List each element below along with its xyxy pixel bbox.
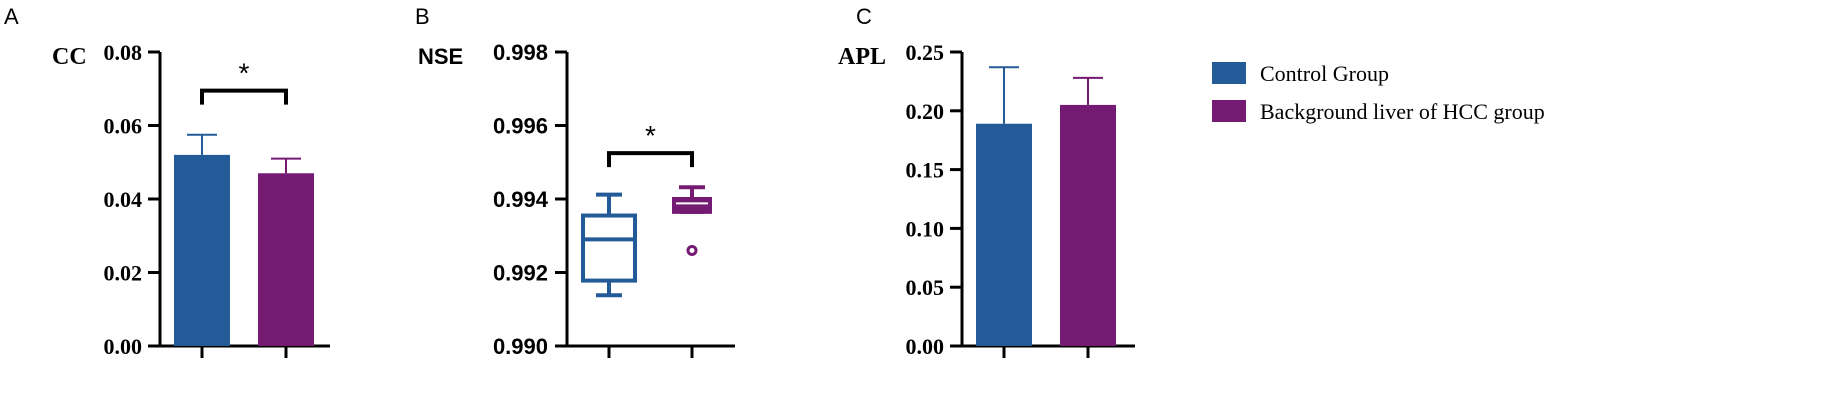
panel-a-yticks: 0.00 0.02 0.04 0.06 0.08	[104, 40, 160, 359]
panel-c-ytick: 0.15	[906, 158, 962, 183]
panel-b-letter: B	[415, 4, 430, 29]
panel-c-ytick: 0.25	[906, 40, 962, 65]
panel-a-ytick-label: 0.08	[104, 40, 143, 65]
panel-a-ytick-label: 0.02	[104, 261, 143, 286]
panel-b-yticks: 0.990 0.992 0.994 0.996 0.998	[493, 40, 567, 359]
panel-c-ylabel: APL	[838, 44, 886, 70]
panel-c-xticks	[1002, 346, 1090, 358]
panel-b-ytick: 0.996	[493, 114, 567, 139]
legend-label-control: Control Group	[1260, 61, 1389, 86]
panel-a-ytick: 0.04	[104, 187, 160, 212]
panel-b-ytick: 0.994	[493, 187, 567, 212]
panel-c-ytick-label: 0.10	[906, 216, 945, 241]
panel-b-ytick-label: 0.994	[493, 187, 549, 212]
panel-c-bar-hcc-rect	[1060, 104, 1116, 346]
panel-c-letter: C	[856, 4, 872, 29]
panel-b-significance-bracket	[607, 151, 694, 168]
panel-c-bar-control	[976, 66, 1032, 347]
panel-c-ytick: 0.20	[906, 99, 962, 124]
panel-c-ytick-label: 0.15	[906, 158, 945, 183]
panel-b-ytick-label: 0.998	[493, 40, 548, 65]
legend-item-hcc: Background liver of HCC group	[1212, 99, 1545, 124]
panel-c-bar-control-rect	[976, 123, 1032, 347]
panel-a-bar-hcc-rect	[258, 173, 314, 346]
panel-c: C APL 0.00 0.05 0.10 0.15	[838, 4, 1135, 359]
panel-a-ytick: 0.02	[104, 261, 160, 286]
panel-c-ytick: 0.10	[906, 216, 962, 241]
panel-c-yticks: 0.00 0.05 0.10 0.15 0.20 0.25	[906, 40, 962, 359]
panel-b-box-hcc-rect	[672, 197, 712, 214]
legend-swatch-control	[1212, 62, 1246, 84]
panel-a: A CC 0.00 0.02 0.04 0.06	[4, 4, 330, 359]
panel-a-ytick: 0.06	[104, 114, 160, 139]
panel-b-box-control-rect	[581, 213, 637, 283]
legend-item-control: Control Group	[1212, 61, 1389, 86]
panel-b-ytick: 0.990	[493, 334, 567, 359]
legend-swatch-hcc	[1212, 100, 1246, 122]
panel-a-significance: *	[200, 58, 288, 105]
panel-a-bar-control-rect	[174, 154, 230, 346]
panel-b-xticks	[607, 346, 694, 358]
panel-a-ytick-label: 0.00	[104, 334, 143, 359]
panel-a-ytick: 0.00	[104, 334, 160, 359]
panel-a-bar-hcc	[258, 157, 314, 346]
panel-a-ylabel: CC	[52, 44, 87, 70]
panel-a-ytick-label: 0.06	[104, 114, 143, 139]
panel-c-ytick-label: 0.00	[906, 334, 945, 359]
panel-c-ytick: 0.05	[906, 275, 962, 300]
panel-b: B NSE 0.990 0.992 0.994 0.996	[415, 4, 735, 359]
panel-a-ytick-label: 0.04	[104, 187, 143, 212]
panel-b-significance-star: *	[645, 120, 656, 151]
panel-c-ytick-label: 0.05	[906, 275, 945, 300]
panel-a-significance-bracket	[200, 88, 288, 105]
panel-b-box-control	[581, 192, 637, 298]
panel-a-bars	[174, 133, 314, 346]
panel-b-ylabel: NSE	[418, 44, 463, 69]
panel-c-bar-hcc	[1060, 76, 1116, 346]
panel-c-ytick-label: 0.20	[906, 99, 945, 124]
panel-b-box-hcc	[672, 185, 712, 256]
legend-label-hcc: Background liver of HCC group	[1260, 99, 1545, 124]
panel-a-ytick: 0.08	[104, 40, 160, 65]
panel-b-ytick-label: 0.990	[493, 334, 548, 359]
panel-a-letter: A	[4, 4, 19, 29]
panel-c-bars	[976, 66, 1116, 347]
panel-a-bar-control	[174, 133, 230, 346]
panel-b-significance: *	[607, 120, 694, 168]
panel-c-ytick: 0.00	[906, 334, 962, 359]
panel-b-outlier-hcc	[686, 244, 698, 256]
panel-b-ytick: 0.992	[493, 261, 567, 286]
legend: Control Group Background liver of HCC gr…	[1212, 61, 1545, 124]
panel-b-ytick: 0.998	[493, 40, 567, 65]
panel-b-ytick-label: 0.992	[493, 261, 548, 286]
panel-a-xticks	[200, 346, 288, 358]
panel-b-ytick-label: 0.996	[493, 114, 548, 139]
panel-a-significance-star: *	[239, 58, 250, 89]
panel-c-ytick-label: 0.25	[906, 40, 945, 65]
